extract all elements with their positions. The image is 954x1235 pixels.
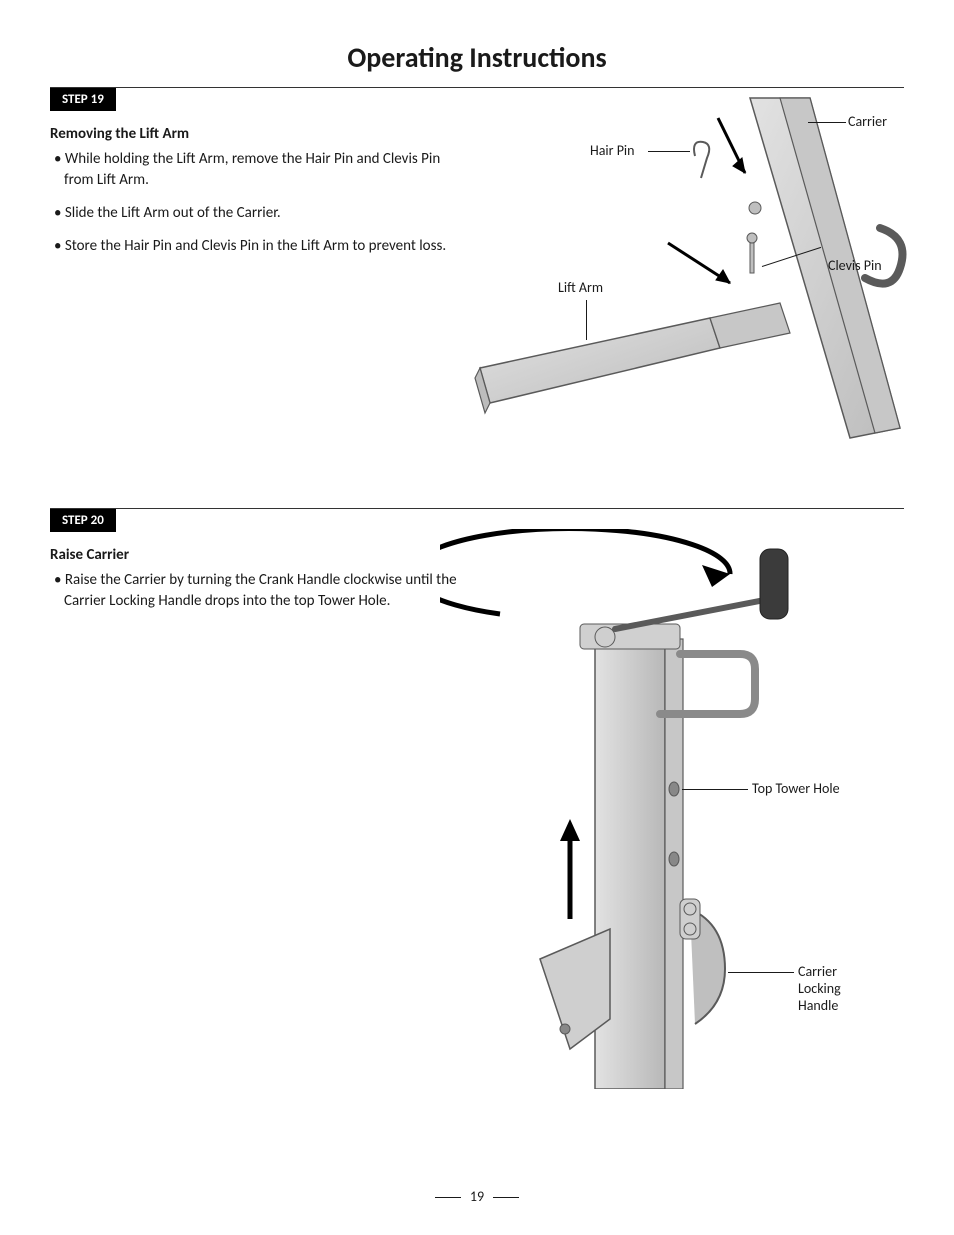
step-19-bullet-1: Slide the Lift Arm out of the Carrier.	[50, 203, 470, 224]
page-number-dash-left	[435, 1197, 461, 1198]
callout-clevis-pin: Clevis Pin	[828, 258, 882, 275]
leader-hair-pin	[648, 151, 690, 152]
leader-lock-handle	[728, 972, 794, 973]
callout-hair-pin: Hair Pin	[590, 143, 635, 160]
page-number-dash-right	[493, 1197, 519, 1198]
step-20-figure: Top Tower Hole Carrier Locking Handle	[440, 529, 920, 1089]
step-19-bullet-0: While holding the Lift Arm, remove the H…	[50, 149, 470, 191]
callout-lift-arm: Lift Arm	[558, 280, 603, 297]
tower-crank-illustration	[440, 529, 920, 1089]
step-20-label: STEP 20	[50, 509, 116, 532]
callout-top-tower-hole: Top Tower Hole	[752, 781, 840, 798]
step-19-block: STEP 19 Removing the Lift Arm While hold…	[50, 88, 904, 508]
leader-carrier	[808, 122, 846, 123]
step-20-bullet-0: Raise the Carrier by turning the Crank H…	[50, 570, 470, 612]
page-number: 19	[0, 1188, 954, 1205]
callout-lock-handle: Carrier Locking Handle	[798, 964, 841, 1014]
step-20-block: STEP 20 Raise Carrier Raise the Carrier …	[50, 509, 904, 1109]
leader-top-tower-hole	[682, 789, 748, 790]
step-19-bullets: While holding the Lift Arm, remove the H…	[50, 149, 470, 257]
leader-lift-arm	[586, 300, 587, 340]
step-19-bullet-2: Store the Hair Pin and Clevis Pin in the…	[50, 236, 470, 257]
step-19-figure: Hair Pin Carrier Clevis Pin Lift Arm	[450, 88, 930, 458]
step-19-label: STEP 19	[50, 88, 116, 111]
page-title: Operating Instructions	[50, 40, 904, 75]
step-20-bullets: Raise the Carrier by turning the Crank H…	[50, 570, 470, 612]
page-number-value: 19	[470, 1188, 484, 1205]
callout-carrier: Carrier	[848, 114, 887, 131]
